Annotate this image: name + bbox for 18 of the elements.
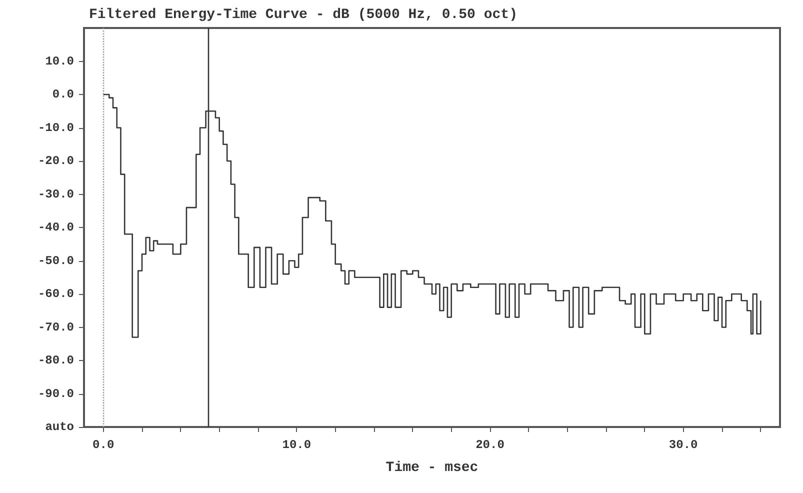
y-tick-label: 10.0 [45,54,74,68]
y-tick-label: -10.0 [38,120,74,135]
x-tick-label: 10.0 [282,438,312,452]
y-tick-label: -70.0 [38,320,74,334]
x-tick-label: 30.0 [668,438,698,452]
x-tick-label: 0.0 [92,438,114,452]
y-tick-label: -30.0 [38,187,74,202]
y-tick-label: -80.0 [38,354,74,368]
y-tick-label: 0.0 [52,88,74,102]
y-tick-label: -40.0 [38,220,74,234]
y-tick-label: -90.0 [38,386,74,401]
y-tick-label: auto [45,420,74,434]
chart-title: Filtered Energy-Time Curve - dB (5000 Hz, 0.50 oct) [89,7,518,23]
x-axis-title: Time - msec [386,460,478,476]
y-tick-label: -60.0 [38,287,74,301]
x-tick-label: 20.0 [476,438,504,452]
y-tick-label: -50.0 [38,254,74,268]
y-tick-label: -20.0 [38,154,74,168]
